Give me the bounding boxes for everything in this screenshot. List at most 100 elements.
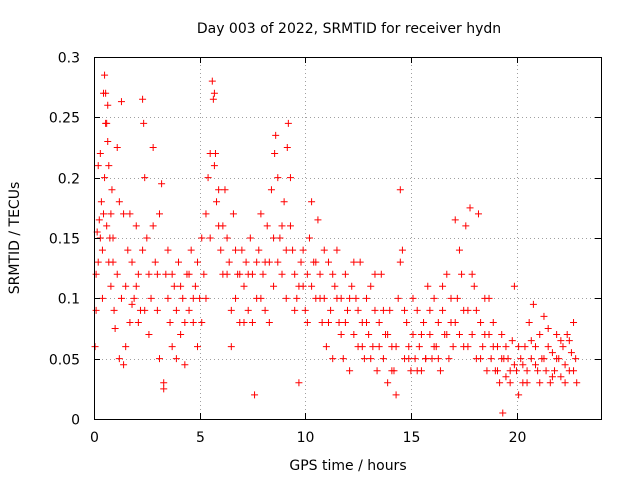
gridlines xyxy=(94,57,601,419)
data-point xyxy=(126,318,134,326)
data-point xyxy=(409,294,417,302)
data-point xyxy=(274,258,282,266)
data-point xyxy=(422,355,430,363)
data-point xyxy=(350,258,358,266)
data-point xyxy=(499,409,507,417)
data-point xyxy=(350,331,358,339)
data-point xyxy=(403,318,411,326)
data-point xyxy=(525,318,533,326)
data-point xyxy=(439,306,447,314)
data-point xyxy=(468,270,476,278)
data-point xyxy=(181,318,189,326)
data-point xyxy=(126,210,134,218)
data-point xyxy=(206,234,214,242)
data-point xyxy=(124,246,132,254)
data-point xyxy=(155,355,163,363)
data-point xyxy=(278,270,286,278)
data-point xyxy=(293,294,301,302)
data-point xyxy=(210,89,218,97)
data-point xyxy=(322,343,330,351)
data-point xyxy=(105,162,113,170)
data-point xyxy=(534,367,542,375)
data-point xyxy=(407,367,415,375)
data-points xyxy=(91,71,581,417)
data-point xyxy=(229,210,237,218)
data-point xyxy=(420,318,428,326)
data-point xyxy=(103,222,111,230)
data-point xyxy=(532,343,540,351)
data-point xyxy=(510,282,518,290)
axis-ticks: 0 5 10 15 20 0 0.05 0.1 0.15 0.2 0.25 0.3 xyxy=(49,51,601,446)
data-point xyxy=(379,306,387,314)
data-point xyxy=(291,306,299,314)
data-point xyxy=(540,312,548,320)
data-point xyxy=(151,258,159,266)
data-point xyxy=(405,355,413,363)
data-point xyxy=(369,343,377,351)
data-point xyxy=(223,270,231,278)
data-point xyxy=(341,270,349,278)
data-point xyxy=(267,186,275,194)
data-point xyxy=(104,101,112,109)
data-point xyxy=(434,318,442,326)
data-point xyxy=(92,270,100,278)
data-point xyxy=(242,258,250,266)
data-point xyxy=(100,89,108,97)
data-point xyxy=(111,325,119,332)
y-tick-label: 0.2 xyxy=(58,172,80,188)
y-tick-label: 0 xyxy=(71,413,80,429)
data-point xyxy=(498,355,506,363)
data-point xyxy=(132,282,140,290)
data-point xyxy=(392,391,400,399)
data-point xyxy=(472,306,480,314)
data-point xyxy=(523,367,531,375)
data-point xyxy=(145,331,153,339)
data-point xyxy=(286,222,294,230)
data-point xyxy=(143,234,151,242)
data-point xyxy=(430,294,438,302)
data-point xyxy=(185,270,193,278)
data-point xyxy=(272,131,280,139)
data-point xyxy=(202,294,210,302)
data-point xyxy=(271,150,279,158)
data-point xyxy=(168,270,176,278)
data-point xyxy=(327,306,335,314)
data-point xyxy=(333,246,341,254)
data-point xyxy=(200,270,208,278)
data-point xyxy=(426,331,434,339)
data-point xyxy=(553,355,561,363)
data-point xyxy=(546,379,554,387)
data-point xyxy=(223,234,231,242)
data-point xyxy=(498,331,506,339)
data-point xyxy=(211,150,219,158)
data-point xyxy=(455,331,463,339)
data-point xyxy=(316,294,324,302)
data-point xyxy=(236,270,244,278)
data-point xyxy=(208,77,216,85)
data-point xyxy=(198,318,206,326)
data-point xyxy=(570,367,578,375)
data-point xyxy=(286,174,294,182)
data-point xyxy=(333,294,341,302)
data-point xyxy=(276,234,284,242)
data-point xyxy=(510,361,518,369)
data-point xyxy=(329,355,337,363)
data-point xyxy=(98,294,106,302)
data-point xyxy=(344,306,351,314)
data-point xyxy=(102,119,110,127)
data-point xyxy=(270,234,278,242)
data-point xyxy=(261,306,269,314)
data-point xyxy=(149,222,157,230)
data-point xyxy=(160,379,168,387)
data-point xyxy=(232,246,240,254)
data-point xyxy=(209,95,217,103)
data-point xyxy=(572,355,580,363)
data-point xyxy=(177,331,185,339)
data-point xyxy=(284,119,292,127)
data-point xyxy=(451,318,459,326)
data-point xyxy=(447,294,455,302)
data-point xyxy=(398,246,406,254)
data-point xyxy=(373,367,381,375)
data-point xyxy=(227,343,235,351)
data-point xyxy=(496,379,504,387)
